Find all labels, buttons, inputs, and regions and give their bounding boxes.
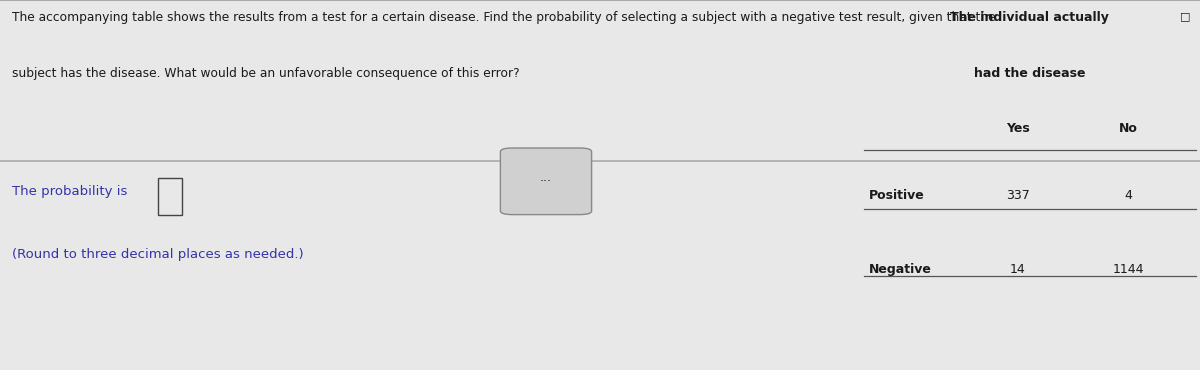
FancyBboxPatch shape (158, 178, 182, 215)
FancyBboxPatch shape (500, 148, 592, 215)
Text: The probability is: The probability is (12, 185, 127, 198)
Text: Yes: Yes (1006, 122, 1030, 135)
Text: ...: ... (540, 171, 552, 184)
Text: had the disease: had the disease (974, 67, 1085, 80)
Text: (Round to three decimal places as needed.): (Round to three decimal places as needed… (12, 248, 304, 261)
Text: Negative: Negative (869, 263, 931, 276)
Text: □: □ (1180, 11, 1190, 21)
Text: Positive: Positive (869, 189, 924, 202)
Text: 14: 14 (1009, 263, 1026, 276)
Text: 4: 4 (1124, 189, 1132, 202)
Text: 337: 337 (1006, 189, 1030, 202)
Text: No: No (1118, 122, 1138, 135)
Text: subject has the disease. What would be an unfavorable consequence of this error?: subject has the disease. What would be a… (12, 67, 520, 80)
Text: The accompanying table shows the results from a test for a certain disease. Find: The accompanying table shows the results… (12, 11, 996, 24)
Text: The individual actually: The individual actually (950, 11, 1109, 24)
Text: 1144: 1144 (1112, 263, 1144, 276)
